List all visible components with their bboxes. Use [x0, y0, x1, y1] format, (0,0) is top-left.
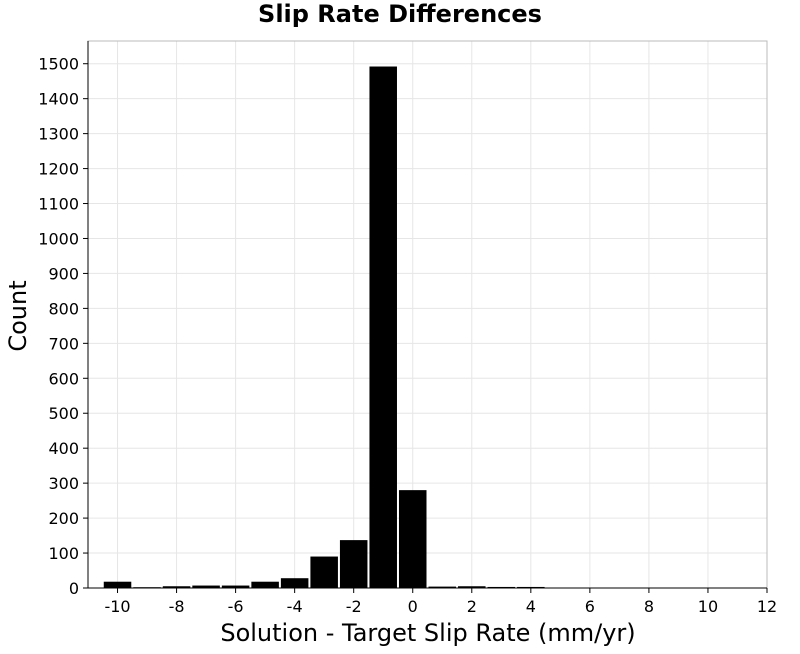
x-tick-label: 8 — [644, 597, 654, 616]
histogram-bar — [428, 586, 457, 588]
histogram-bar — [369, 66, 397, 588]
histogram-bar — [221, 585, 250, 588]
histogram-bar — [339, 540, 368, 588]
axis-layer: -10 -8 -6 -4 -2 0 2 4 6 8 10 12 0 100 200 300 400 500 600 7… — [38, 41, 777, 616]
y-tick-label: 1400 — [38, 90, 79, 109]
x-tick-label: -4 — [287, 597, 303, 616]
y-tick-label: 800 — [48, 299, 79, 318]
x-tick-label: 10 — [698, 597, 718, 616]
y-tick-label: 1200 — [38, 160, 79, 179]
y-tick-label: 1300 — [38, 125, 79, 144]
x-tick-label: -10 — [104, 597, 130, 616]
histogram-bar — [310, 556, 338, 588]
x-tick-label: -6 — [228, 597, 244, 616]
plot-frame — [87, 40, 768, 589]
y-tick-label: 100 — [48, 544, 79, 563]
x-tick-label: 12 — [757, 597, 777, 616]
histogram-bar — [517, 586, 545, 588]
grid-layer — [87, 40, 768, 589]
y-tick-label: 600 — [48, 369, 79, 388]
histogram-bar — [280, 578, 309, 588]
y-tick-label: 400 — [48, 439, 79, 458]
x-tick-label: 0 — [408, 597, 418, 616]
y-axis-title: Count — [4, 280, 32, 351]
x-axis-title: Solution - Target Slip Rate (mm/yr) — [220, 619, 635, 647]
x-tick-label: 4 — [526, 597, 536, 616]
y-tick-label: 1500 — [38, 55, 79, 74]
y-tick-label: 700 — [48, 334, 79, 353]
y-tick-label: 900 — [48, 264, 79, 283]
y-tick-label: 200 — [48, 509, 79, 528]
y-tick-label: 500 — [48, 404, 79, 423]
histogram-bar — [162, 586, 191, 588]
x-tick-label: 2 — [467, 597, 477, 616]
histogram-bar — [458, 586, 486, 588]
y-tick-label: 300 — [48, 474, 79, 493]
y-tick-label: 0 — [69, 579, 79, 598]
y-tick-label: 1000 — [38, 229, 79, 248]
x-tick-label: 6 — [585, 597, 595, 616]
histogram-bar — [251, 581, 279, 588]
bar-layer — [103, 66, 545, 588]
x-tick-label: -8 — [169, 597, 185, 616]
histogram-bar — [487, 586, 516, 588]
histogram-bar — [398, 490, 427, 588]
histogram-bar — [103, 581, 132, 588]
chart-title: Slip Rate Differences — [258, 0, 542, 28]
y-tick-label: 1100 — [38, 195, 79, 214]
histogram-bar — [192, 585, 220, 588]
x-tick-label: -2 — [346, 597, 362, 616]
